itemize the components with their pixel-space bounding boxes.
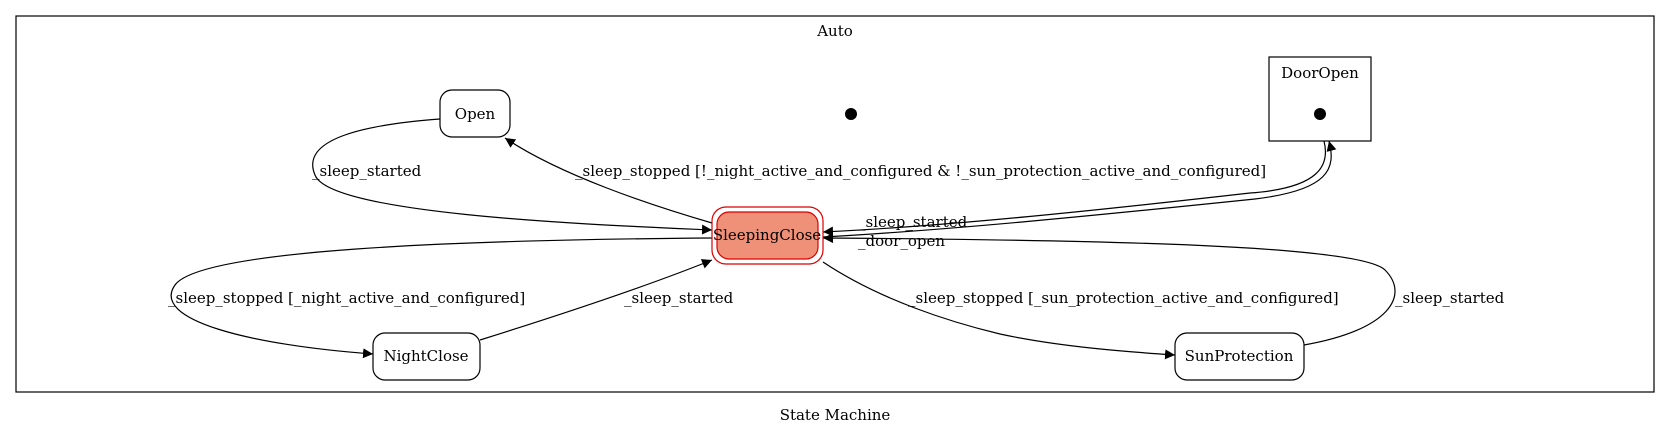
- edge-open-to-sleeping: [312, 118, 713, 235]
- state-open[interactable]: Open: [439, 89, 511, 138]
- edge-label-sleeping-to-door: _door_open: [858, 232, 945, 250]
- edge-sleeping-to-night: [170, 237, 713, 359]
- edge-label-sleeping-to-open: _sleep_stopped [!_night_active_and_confi…: [575, 162, 1266, 180]
- auto-cluster: [15, 15, 1655, 393]
- edge-label-sleeping-to-night: _sleep_stopped [_night_active_and_config…: [168, 289, 525, 307]
- edge-sleeping-to-sun: [822, 261, 1176, 360]
- state-sun-protection[interactable]: SunProtection: [1174, 332, 1305, 381]
- edge-label-sun-to-sleeping: _sleep_started: [1395, 289, 1505, 307]
- door-open-initial-dot: [1314, 108, 1326, 120]
- edge-label-night-to-sleeping: _sleep_started: [624, 289, 734, 307]
- diagram-caption: State Machine: [780, 406, 891, 424]
- edge-label-sleeping-to-sun: _sleep_stopped [_sun_protection_active_a…: [908, 289, 1339, 307]
- active-state-body: [716, 211, 819, 260]
- state-door-open-label: DoorOpen: [1281, 64, 1359, 82]
- initial-state-dot: [845, 108, 857, 120]
- edge-label-door-to-sleeping: _sleep_started: [858, 213, 968, 231]
- edge-night-to-sleeping: [479, 259, 713, 341]
- active-state-outline: [711, 206, 824, 265]
- state-door-open[interactable]: DoorOpen: [1268, 56, 1372, 142]
- state-sun-protection-label: SunProtection: [1185, 347, 1294, 365]
- edge-door-to-sleeping: [822, 140, 1327, 237]
- state-sleeping-close-label: SleepingClose: [713, 226, 821, 244]
- state-night-close-label: NightClose: [383, 347, 468, 365]
- cluster-label: Auto: [816, 22, 853, 40]
- edge-sun-to-sleeping: [822, 233, 1396, 346]
- state-open-label: Open: [455, 105, 496, 123]
- edge-sleeping-to-open: [504, 137, 713, 224]
- edge-label-open-to-sleeping: _sleep_started: [312, 162, 422, 180]
- state-night-close[interactable]: NightClose: [372, 332, 481, 381]
- state-sleeping-close[interactable]: SleepingClose: [711, 206, 824, 265]
- edge-sleeping-to-door: [822, 140, 1337, 238]
